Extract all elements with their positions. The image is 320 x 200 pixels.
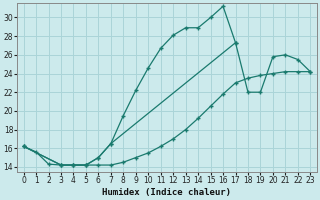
- X-axis label: Humidex (Indice chaleur): Humidex (Indice chaleur): [102, 188, 231, 197]
